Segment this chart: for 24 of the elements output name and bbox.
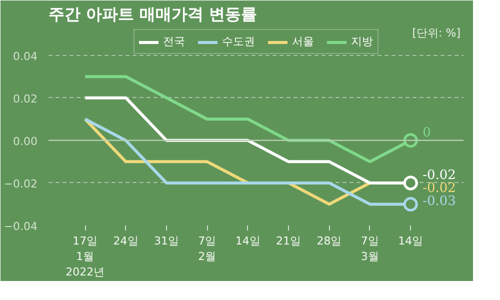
x-tick-label: 14일: [235, 234, 260, 248]
legend-label: 지방: [351, 34, 373, 49]
x-tick-label: 14일: [398, 234, 424, 248]
data-label: 0: [422, 125, 431, 140]
x-tick-label: 17일 1월 2022년: [66, 234, 105, 279]
x-tick-label: 28일: [316, 234, 342, 248]
y-tick-label: 0.02: [13, 92, 38, 106]
x-tick-label: 24일: [113, 234, 138, 248]
legend-label: 서울: [292, 34, 314, 49]
y-tick-label: −0.02: [4, 177, 38, 190]
x-tick-label: 7일 2월: [198, 234, 216, 264]
y-tick-label: 0.04: [13, 50, 38, 63]
data-label: -0.02: [422, 180, 456, 196]
legend-label: 수도권: [222, 34, 255, 49]
y-tick-label: 0.00: [13, 134, 38, 148]
chart-title: 주간 아파트 매매가격 변동률: [48, 4, 258, 24]
data-label: -0.02: [422, 168, 456, 183]
x-tick-label: 31일: [154, 234, 179, 248]
data-label: -0.03: [422, 194, 456, 209]
x-tick-label: 21일: [276, 234, 302, 248]
y-tick-label: −0.04: [4, 220, 38, 233]
annotation: [단위: %]: [412, 26, 461, 40]
x-tick-label: 7일 3월: [360, 234, 379, 264]
legend-label: 전국: [163, 34, 185, 49]
